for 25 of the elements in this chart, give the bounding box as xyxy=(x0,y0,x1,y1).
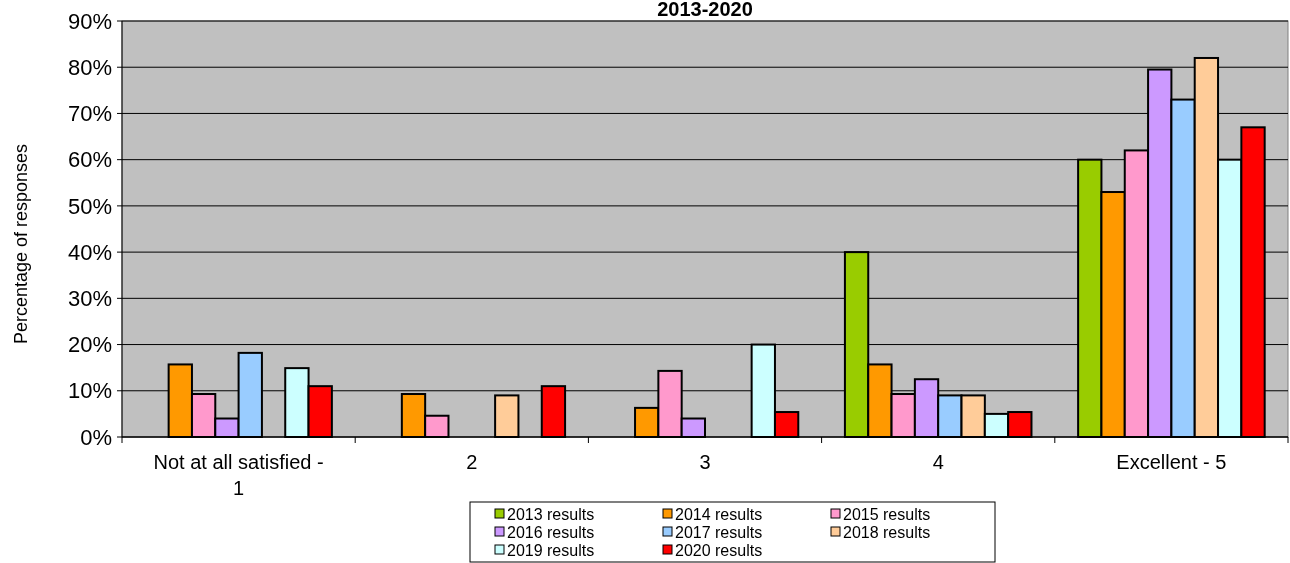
legend-label: 2014 results xyxy=(675,505,763,523)
y-tick-label: 70% xyxy=(67,101,112,127)
y-tick-label: 20% xyxy=(67,332,112,358)
y-tick-label: 0% xyxy=(80,424,112,450)
legend-label: 2019 results xyxy=(507,541,595,559)
chart-title: 2013-2020 xyxy=(657,0,753,20)
legend-label: 2017 results xyxy=(675,523,763,541)
x-tick-label: 4 xyxy=(932,451,944,473)
y-tick-label: 30% xyxy=(67,286,112,312)
x-tick-label: 3 xyxy=(699,451,711,473)
legend-label: 2018 results xyxy=(843,523,931,541)
legend-label: 2015 results xyxy=(843,505,931,523)
y-tick-label: 80% xyxy=(67,54,112,80)
x-tick-label: Not at all satisfied - 1 xyxy=(153,451,324,499)
x-tick-label: Excellent - 5 xyxy=(1116,451,1227,473)
legend-label: 2013 results xyxy=(507,505,595,523)
legend-label: 2016 results xyxy=(507,523,595,541)
y-axis-title: Percentage of responses xyxy=(11,143,31,345)
y-tick-label: 40% xyxy=(67,239,112,265)
y-tick-label: 10% xyxy=(67,378,112,404)
y-tick-label: 60% xyxy=(67,147,112,173)
y-tick-label: 50% xyxy=(67,193,112,219)
x-tick-label: 2 xyxy=(466,451,478,473)
y-tick-label: 90% xyxy=(67,8,112,34)
legend-label: 2020 results xyxy=(675,541,763,559)
